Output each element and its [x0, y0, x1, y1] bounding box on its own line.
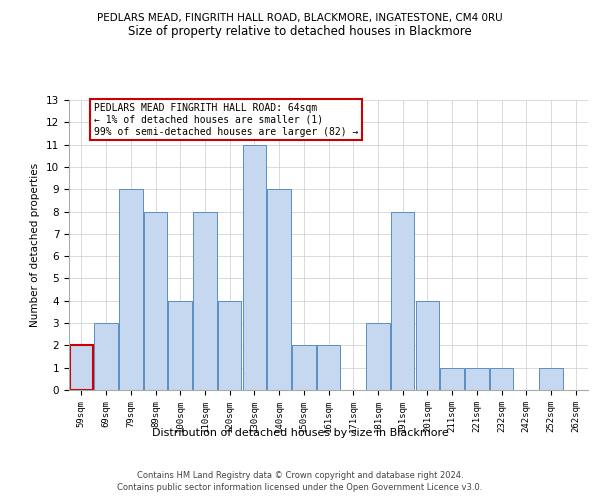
Bar [490, 368, 513, 390]
Text: Contains HM Land Registry data © Crown copyright and database right 2024.: Contains HM Land Registry data © Crown c… [137, 472, 463, 480]
Bar [70, 346, 93, 390]
Bar [94, 323, 118, 390]
Bar [391, 212, 415, 390]
Text: Size of property relative to detached houses in Blackmore: Size of property relative to detached ho… [128, 25, 472, 38]
Bar [218, 301, 241, 390]
Bar [539, 368, 563, 390]
Text: Contains public sector information licensed under the Open Government Licence v3: Contains public sector information licen… [118, 483, 482, 492]
Bar [366, 323, 389, 390]
Bar [169, 301, 192, 390]
Y-axis label: Number of detached properties: Number of detached properties [31, 163, 40, 327]
Text: Distribution of detached houses by size in Blackmore: Distribution of detached houses by size … [152, 428, 448, 438]
Bar [119, 189, 143, 390]
Bar [440, 368, 464, 390]
Bar [465, 368, 488, 390]
Bar [242, 144, 266, 390]
Bar [144, 212, 167, 390]
Bar [193, 212, 217, 390]
Bar [268, 189, 291, 390]
Text: PEDLARS MEAD, FINGRITH HALL ROAD, BLACKMORE, INGATESTONE, CM4 0RU: PEDLARS MEAD, FINGRITH HALL ROAD, BLACKM… [97, 12, 503, 22]
Bar [416, 301, 439, 390]
Bar [292, 346, 316, 390]
Bar [317, 346, 340, 390]
Text: PEDLARS MEAD FINGRITH HALL ROAD: 64sqm
← 1% of detached houses are smaller (1)
9: PEDLARS MEAD FINGRITH HALL ROAD: 64sqm ←… [94, 104, 358, 136]
